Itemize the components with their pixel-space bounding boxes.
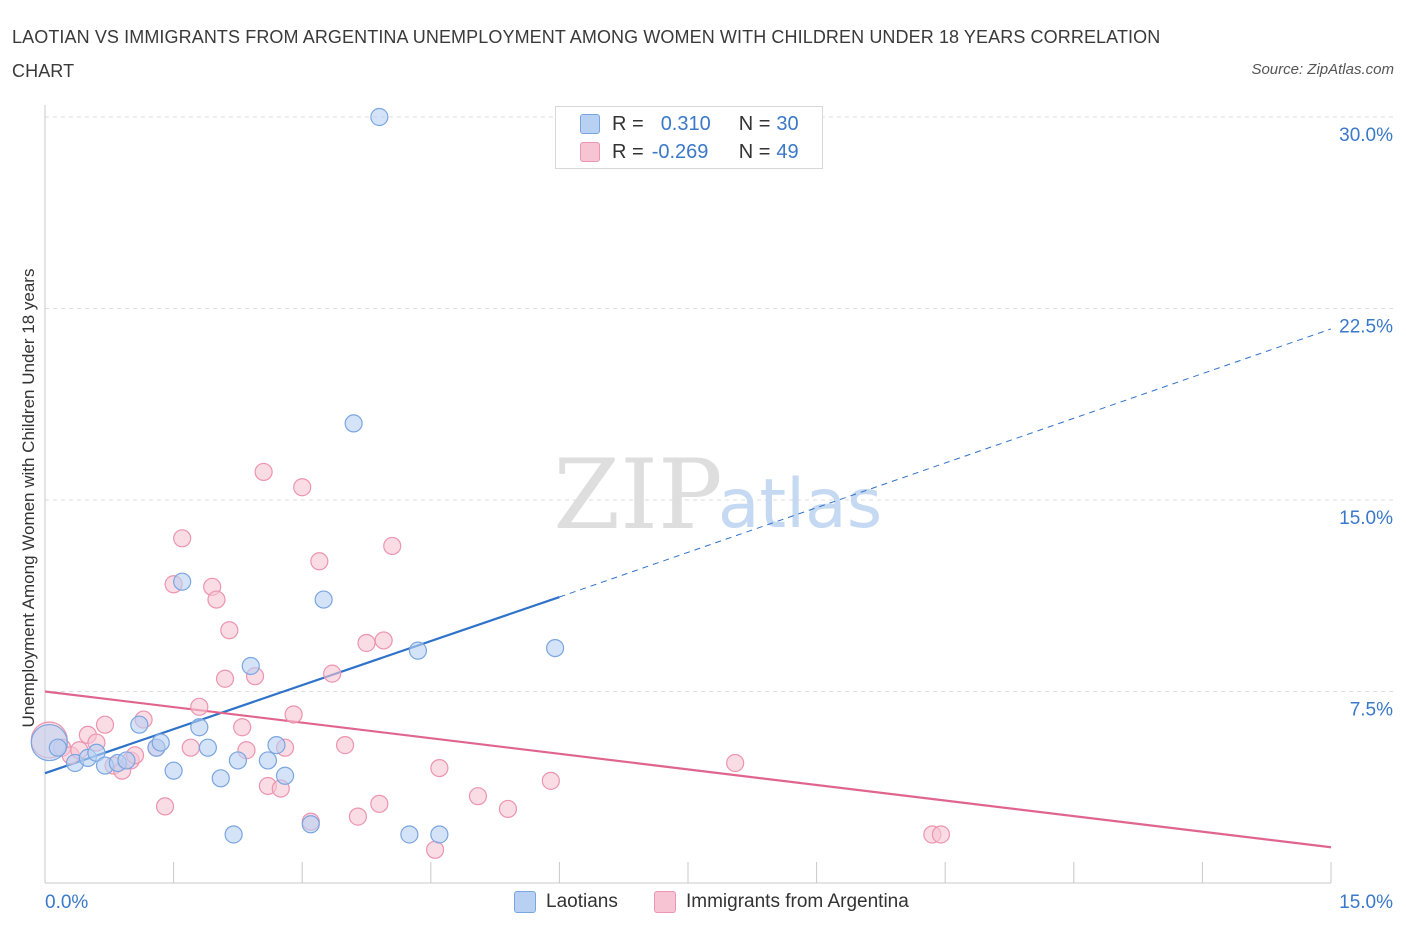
argentina-point-44 xyxy=(541,771,560,790)
argentina-point-29 xyxy=(284,705,303,724)
argentina-n-label: N = xyxy=(738,140,771,163)
argentina-point-25 xyxy=(254,462,273,482)
y-tick-label-2: 22.5% xyxy=(1339,317,1393,338)
laotian-point-29 xyxy=(546,638,565,658)
argentina-point-38 xyxy=(374,631,393,650)
argentina-point-37 xyxy=(370,794,389,813)
laotian-point-16 xyxy=(224,825,243,844)
laotian-legend-swatch xyxy=(514,891,536,913)
laotian-r-label: R = xyxy=(612,112,644,135)
y-tick-label-0: 7.5% xyxy=(1350,700,1393,721)
legend-row-laotian: R = 0.310 N = 30 xyxy=(580,112,799,136)
argentina-point-45 xyxy=(726,753,745,773)
correlation-legend: R = 0.310 N = 30 R = -0.269 N = 49 xyxy=(555,106,823,169)
laotian-point-28 xyxy=(430,825,449,844)
argentina-point-19 xyxy=(207,590,226,609)
argentina-legend-label: Immigrants from Argentina xyxy=(686,891,909,912)
data-points xyxy=(30,107,951,859)
y-tick-label-3: 30.0% xyxy=(1339,125,1393,146)
y-axis-label: Unemployment Among Women with Children U… xyxy=(19,268,38,728)
laotian-point-4 xyxy=(87,743,106,762)
laotian-point-17 xyxy=(228,751,247,770)
chart-title: LAOTIAN VS IMMIGRANTS FROM ARGENTINA UNE… xyxy=(12,27,1161,81)
laotian-trend-extension xyxy=(559,328,1332,598)
laotian-n-label: N = xyxy=(738,112,771,135)
argentina-point-20 xyxy=(215,669,235,688)
laotian-point-20 xyxy=(267,736,286,755)
laotian-point-27 xyxy=(408,641,428,660)
y-tick-label-1: 15.0% xyxy=(1339,508,1393,529)
argentina-n-value: 49 xyxy=(776,140,799,163)
argentina-point-21 xyxy=(220,621,239,640)
argentina-r-value: -0.269 xyxy=(651,140,709,163)
laotian-r-value: 0.310 xyxy=(660,112,711,135)
argentina-r-label: R = xyxy=(612,140,644,163)
argentina-swatch xyxy=(580,142,600,162)
laotian-point-24 xyxy=(344,414,363,433)
laotian-point-23 xyxy=(314,590,333,609)
laotian-point-22 xyxy=(301,815,320,834)
laotian-point-19 xyxy=(258,751,278,770)
argentina-point-36 xyxy=(357,633,376,653)
bottom-legend-argentina: Immigrants from Argentina xyxy=(654,889,909,915)
argentina-point-47 xyxy=(931,825,951,844)
laotian-point-18 xyxy=(241,656,260,676)
argentina-point-16 xyxy=(181,738,200,757)
laotian-trend-line xyxy=(44,595,560,775)
laotian-point-14 xyxy=(198,738,217,757)
laotian-point-15 xyxy=(211,769,230,788)
tick-labels: 7.5% 15.0% 22.5% 30.0% 0.0% 15.0% xyxy=(45,125,1393,913)
argentina-point-43 xyxy=(498,799,518,819)
argentina-point-17 xyxy=(190,697,209,716)
argentina-point-42 xyxy=(468,787,488,806)
argentina-point-34 xyxy=(335,736,355,755)
x-tick-label-1: 15.0% xyxy=(1339,892,1393,913)
laotian-legend-label: Laotians xyxy=(546,891,618,912)
laotian-point-1 xyxy=(48,738,67,757)
gridlines xyxy=(45,116,1393,692)
laotian-point-25 xyxy=(370,107,389,127)
argentina-point-6 xyxy=(95,715,115,734)
trend-lines xyxy=(44,328,1332,849)
laotian-point-8 xyxy=(130,715,149,734)
argentina-point-41 xyxy=(430,758,449,778)
watermark-zip: ZIP xyxy=(553,439,722,551)
laotian-point-7 xyxy=(117,751,136,770)
watermark-atlas: atlas xyxy=(718,465,882,544)
argentina-point-40 xyxy=(425,840,445,859)
laotian-n-value: 30 xyxy=(776,112,799,135)
laotian-point-13 xyxy=(190,718,209,737)
argentina-legend-swatch xyxy=(654,891,676,913)
argentina-point-30 xyxy=(293,478,312,497)
argentina-point-39 xyxy=(383,536,402,556)
argentina-point-13 xyxy=(155,797,175,816)
laotian-swatch xyxy=(580,114,600,134)
argentina-trend-line xyxy=(44,690,1332,849)
argentina-point-33 xyxy=(323,664,342,683)
y-axis-label-container: Unemployment Among Women with Children U… xyxy=(18,228,40,768)
laotian-point-26 xyxy=(400,825,419,844)
watermark: ZIP atlas xyxy=(553,439,882,551)
argentina-point-35 xyxy=(348,807,368,826)
argentina-point-15 xyxy=(173,529,192,548)
argentina-point-32 xyxy=(310,552,329,571)
laotian-point-12 xyxy=(173,572,192,591)
laotian-point-21 xyxy=(275,766,295,785)
laotian-point-10 xyxy=(151,733,170,752)
source-credit: Source: ZipAtlas.com xyxy=(1251,61,1394,78)
bottom-legend-laotian: Laotians xyxy=(514,889,618,915)
laotian-point-11 xyxy=(164,761,183,780)
legend-row-argentina: R = -0.269 N = 49 xyxy=(580,140,799,164)
argentina-point-22 xyxy=(233,718,252,737)
x-tick-label-0: 0.0% xyxy=(45,892,88,913)
